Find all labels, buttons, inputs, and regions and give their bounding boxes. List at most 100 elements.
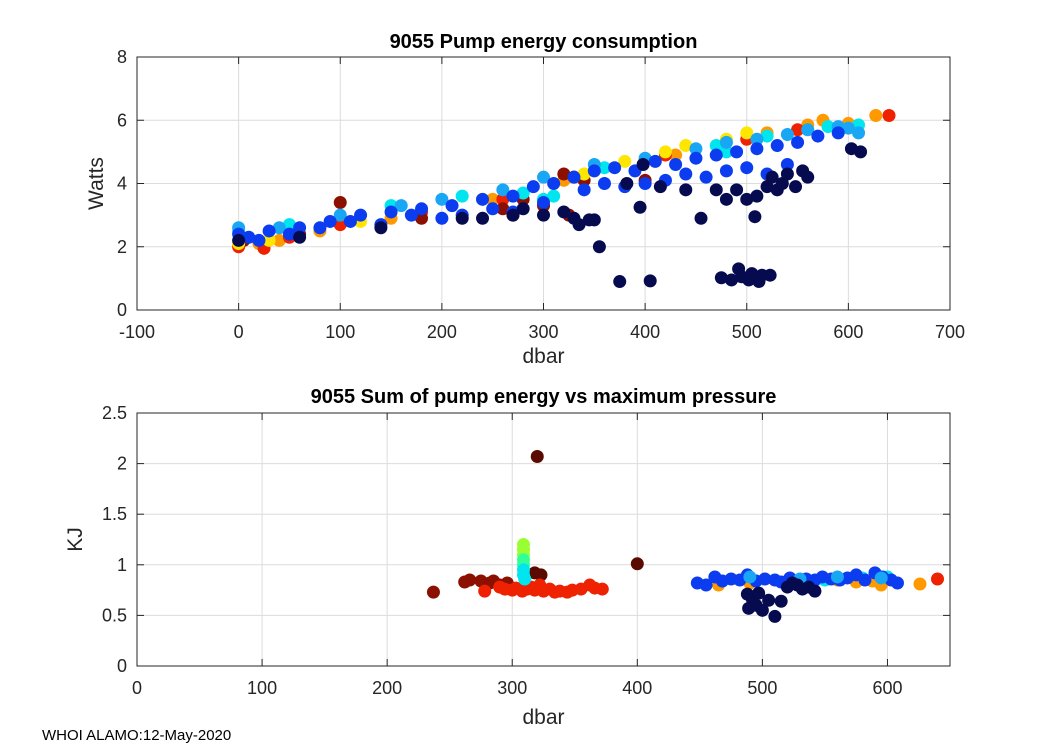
- data-point: [760, 129, 774, 143]
- data-point: [530, 450, 544, 464]
- data-point: [572, 218, 586, 232]
- data-point: [478, 584, 492, 598]
- data-point: [587, 164, 601, 178]
- data-point: [854, 145, 868, 159]
- x-tick-label: 600: [872, 678, 902, 698]
- data-point: [740, 126, 754, 140]
- data-point: [506, 208, 520, 222]
- data-point: [608, 161, 622, 175]
- data-point: [768, 609, 782, 623]
- data-point: [537, 208, 550, 222]
- data-point: [743, 570, 757, 584]
- data-point: [762, 593, 776, 607]
- data-point: [633, 200, 647, 214]
- data-point: [725, 273, 739, 287]
- data-point: [752, 586, 766, 600]
- data-point: [658, 145, 672, 159]
- data-point: [252, 233, 266, 247]
- y-tick-label: 6: [117, 110, 127, 130]
- data-point: [679, 167, 693, 181]
- data-point: [577, 167, 591, 181]
- data-point: [740, 161, 754, 175]
- data-point: [293, 230, 307, 244]
- data-point: [354, 208, 368, 222]
- data-point: [496, 202, 510, 216]
- data-point: [831, 126, 845, 140]
- series-light-blue: [232, 120, 866, 235]
- x-tick-label: 400: [630, 322, 660, 342]
- x-tick-label: 700: [935, 322, 965, 342]
- data-point: [636, 158, 650, 172]
- x-tick-label: 300: [497, 678, 527, 698]
- data-point: [669, 158, 683, 172]
- y-tick-label: 2.5: [102, 403, 127, 423]
- data-point: [750, 142, 764, 156]
- data-point: [313, 221, 327, 235]
- data-point: [232, 233, 246, 247]
- x-axis-label: dbar: [522, 706, 564, 729]
- y-tick-label: 2: [117, 454, 127, 474]
- y-tick-label: 0.5: [102, 605, 127, 625]
- data-point: [476, 211, 490, 225]
- data-point: [463, 573, 477, 587]
- data-point: [808, 584, 822, 598]
- data-point: [830, 570, 844, 584]
- data-point: [415, 202, 429, 216]
- data-point: [394, 199, 408, 213]
- data-point: [242, 230, 256, 244]
- data-point: [516, 186, 530, 200]
- x-tick-label: 300: [528, 322, 558, 342]
- data-point: [770, 139, 784, 153]
- data-point: [760, 180, 774, 194]
- data-point: [709, 148, 723, 162]
- data-point: [597, 161, 611, 175]
- data-point: [496, 192, 510, 206]
- data-point: [699, 578, 713, 592]
- series-blue: [232, 126, 845, 247]
- x-tick-label: 0: [234, 322, 244, 342]
- data-point: [882, 109, 896, 123]
- data-point: [435, 192, 449, 206]
- data-point: [869, 109, 883, 123]
- data-point: [333, 218, 347, 232]
- data-point: [343, 214, 357, 228]
- data-point: [689, 151, 703, 165]
- x-tick-label: 200: [372, 678, 402, 698]
- data-point: [841, 121, 855, 135]
- data-point: [765, 170, 779, 184]
- x-tick-label: 500: [732, 322, 762, 342]
- x-tick-label: 100: [325, 322, 355, 342]
- series-navy: [232, 142, 868, 289]
- data-point: [714, 271, 728, 285]
- data-point: [758, 572, 772, 586]
- data-point: [730, 145, 744, 159]
- data-point: [592, 240, 606, 254]
- data-point: [547, 189, 561, 203]
- data-point: [455, 211, 469, 225]
- y-tick-label: 2: [117, 237, 127, 257]
- data-point: [384, 205, 398, 219]
- data-point: [780, 127, 794, 141]
- data-point: [620, 177, 634, 190]
- data-point: [577, 183, 591, 197]
- data-point: [643, 274, 657, 288]
- data-point: [719, 135, 733, 149]
- y-tick-label: 0: [117, 300, 127, 320]
- data-point: [709, 183, 723, 197]
- data-point: [801, 123, 815, 137]
- data-point: [282, 227, 296, 241]
- data-point: [486, 192, 500, 206]
- data-point: [748, 210, 762, 224]
- y-tick-label: 0: [117, 656, 127, 676]
- x-axis-label: dbar: [522, 345, 564, 368]
- data-point: [750, 132, 764, 146]
- data-point: [293, 221, 307, 235]
- y-tick-label: 8: [117, 47, 127, 67]
- axes-frame: [136, 412, 951, 667]
- data-point: [890, 576, 904, 590]
- chart-title: 9055 Pump energy consumption: [390, 31, 698, 53]
- data-point: [445, 199, 459, 213]
- data-point: [821, 120, 835, 134]
- data-point: [653, 180, 667, 194]
